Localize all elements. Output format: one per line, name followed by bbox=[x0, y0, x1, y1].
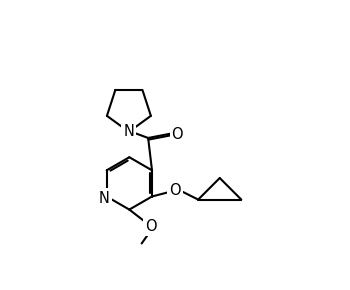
Text: O: O bbox=[169, 183, 181, 198]
Text: O: O bbox=[172, 127, 183, 142]
Text: N: N bbox=[99, 191, 110, 206]
Text: N: N bbox=[124, 124, 134, 139]
Text: O: O bbox=[145, 219, 157, 234]
